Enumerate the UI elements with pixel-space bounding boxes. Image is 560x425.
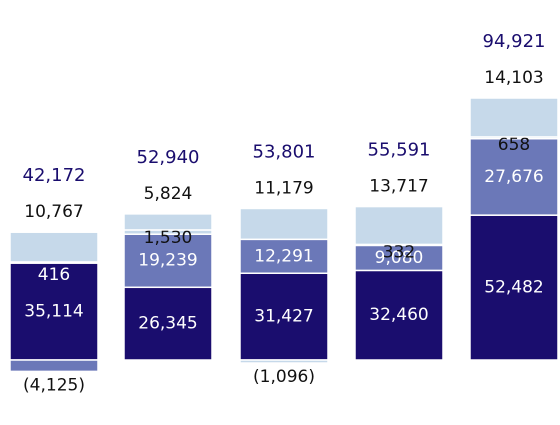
value-label: 10,767: [24, 202, 83, 222]
value-label: 27,676: [484, 167, 543, 187]
value-label: 12,291: [254, 246, 313, 266]
value-label: 9,080: [375, 248, 424, 268]
value-label: 26,345: [138, 314, 197, 334]
value-label: 31,427: [254, 307, 313, 327]
bar-segment: [123, 286, 213, 361]
total-label: 53,801: [253, 141, 316, 162]
bar-segment: [123, 233, 213, 289]
value-label: 416: [38, 265, 70, 285]
value-label: 52,482: [484, 278, 543, 298]
total-label: 55,591: [368, 140, 431, 161]
value-label: 1,530: [144, 228, 193, 248]
total-label: 94,921: [483, 31, 546, 52]
bar-segment: [9, 231, 99, 263]
value-label: 19,239: [138, 251, 197, 271]
value-label: 13,717: [369, 177, 428, 197]
value-label: 11,179: [254, 178, 313, 198]
total-label: 52,940: [137, 147, 200, 168]
bar-segment: [9, 262, 99, 361]
value-label: 658: [498, 135, 530, 155]
value-label: 32,460: [369, 305, 428, 325]
value-label: (1,096): [253, 367, 315, 387]
bar-segment: [123, 213, 213, 231]
bar-segment: [354, 205, 444, 246]
bar-segment: [469, 97, 559, 138]
bar-segment: [239, 359, 329, 364]
total-label: 42,172: [23, 165, 86, 186]
bar-segment: [239, 207, 329, 241]
value-label: 332: [383, 242, 415, 262]
value-label: 5,824: [144, 184, 193, 204]
value-label: 14,103: [484, 68, 543, 88]
value-label: 35,114: [24, 302, 83, 322]
bar-segment: [354, 244, 444, 272]
value-label: (4,125): [23, 375, 85, 395]
bar-segment: [9, 359, 99, 373]
